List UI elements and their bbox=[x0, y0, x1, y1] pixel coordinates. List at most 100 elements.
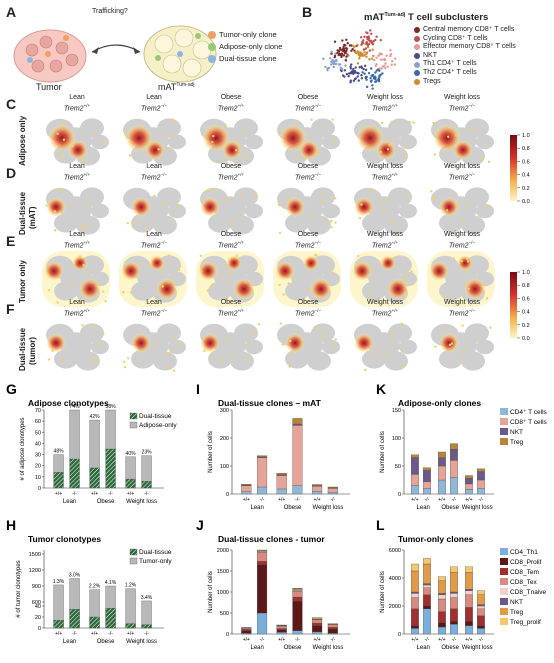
umap-point bbox=[485, 297, 489, 300]
umap-point bbox=[371, 189, 375, 192]
bar-segment bbox=[423, 481, 431, 489]
umap-background bbox=[208, 213, 232, 233]
umap-background bbox=[131, 213, 155, 233]
umap-point bbox=[333, 40, 337, 43]
bar-segment bbox=[438, 580, 446, 594]
umap-col-label: Obese Trem2+/+ bbox=[196, 94, 266, 113]
umap-point bbox=[350, 72, 353, 75]
umap-point bbox=[430, 190, 433, 193]
umap-density-hotspot bbox=[145, 140, 165, 160]
umap-point bbox=[374, 80, 377, 83]
bar-segment bbox=[141, 455, 152, 482]
bar-segment bbox=[450, 591, 458, 594]
x-tick-label: +/+ bbox=[243, 637, 250, 643]
legend-label: NKT bbox=[510, 599, 523, 606]
umap-point bbox=[464, 284, 467, 287]
bar-segment bbox=[411, 474, 419, 486]
umap-point bbox=[343, 75, 346, 78]
panel-k-title: Adipose-only clones bbox=[398, 398, 481, 408]
umap-point bbox=[316, 326, 320, 330]
umap-background bbox=[311, 187, 335, 207]
umap-genotype: Trem2+/+ bbox=[371, 308, 399, 318]
umap-point bbox=[391, 60, 394, 63]
umap-point bbox=[349, 65, 352, 68]
panel-letter-h: H bbox=[6, 517, 16, 533]
legend-label: CD8⁺ T cells bbox=[510, 419, 548, 426]
bar-segment bbox=[53, 454, 64, 473]
colorbar-top: 1.0 0.8 0.6 0.4 0.2 0.0 bbox=[510, 133, 530, 205]
bar-segment bbox=[53, 472, 64, 489]
umap-density-plot bbox=[427, 251, 495, 307]
bar-data-label: 4.1% bbox=[105, 580, 117, 586]
umap-condition: Obese bbox=[297, 94, 319, 101]
umap-point bbox=[357, 254, 360, 258]
bar-segment bbox=[477, 604, 485, 607]
bar-segment bbox=[450, 572, 458, 593]
umap-point bbox=[400, 322, 404, 325]
umap-point bbox=[377, 346, 380, 350]
umap-point bbox=[123, 365, 127, 369]
bar-segment bbox=[141, 624, 152, 629]
umap-point bbox=[210, 285, 214, 288]
umap-density-hotspot bbox=[46, 333, 66, 353]
umap-genotype: Trem2−/− bbox=[140, 240, 168, 250]
umap-point bbox=[88, 201, 91, 205]
umap-condition: Obese bbox=[297, 163, 319, 170]
umap-point bbox=[386, 65, 389, 68]
bar-segment bbox=[423, 488, 431, 495]
umap-point bbox=[163, 202, 167, 205]
umap-point bbox=[390, 63, 393, 66]
legend-swatch bbox=[500, 608, 508, 615]
x-tick-label: +/+ bbox=[91, 491, 98, 497]
umap-point bbox=[344, 44, 347, 47]
umap-density-hotspot bbox=[79, 278, 101, 300]
trafficking-arrow bbox=[91, 44, 141, 53]
umap-background bbox=[388, 118, 412, 138]
bar-segment bbox=[477, 608, 485, 616]
umap-point bbox=[288, 339, 292, 343]
bar-segment bbox=[465, 478, 473, 485]
umap-background bbox=[245, 134, 263, 150]
panel-letter-f: F bbox=[6, 301, 15, 317]
umap-density-hotspot bbox=[200, 333, 220, 353]
umap-point bbox=[213, 190, 216, 193]
umap-point bbox=[360, 43, 363, 46]
legend-swatch bbox=[500, 618, 508, 625]
umap-point bbox=[122, 360, 126, 364]
umap-point bbox=[93, 325, 97, 328]
bar-data-label: 1.2% bbox=[125, 583, 137, 589]
x-group-label: Weight loss bbox=[126, 499, 157, 505]
bar-segment bbox=[477, 488, 485, 495]
bar-segment bbox=[327, 488, 338, 493]
umap-density-plot bbox=[45, 187, 109, 235]
umap-col-label: Lean Trem2−/− bbox=[119, 94, 189, 113]
umap-point bbox=[378, 75, 381, 78]
umap-point bbox=[373, 353, 376, 357]
x-tick-label: -/- bbox=[260, 497, 265, 503]
umap-row-label: Tumor only bbox=[18, 260, 27, 303]
x-group-label: Weight loss bbox=[462, 645, 493, 651]
umap-point bbox=[382, 210, 386, 213]
bar-segment bbox=[276, 475, 287, 490]
y-tick-label: 900 bbox=[32, 584, 41, 590]
y-tick-label: 40 bbox=[35, 441, 41, 447]
umap-point bbox=[212, 134, 215, 138]
bar-segment bbox=[438, 594, 446, 600]
umap-point bbox=[480, 157, 483, 160]
umap-point bbox=[371, 84, 374, 87]
bar-segment bbox=[327, 492, 338, 495]
umap-point bbox=[344, 59, 348, 62]
bar-data-label: 1.3% bbox=[53, 579, 65, 585]
bar-segment bbox=[450, 449, 458, 461]
legend-swatch bbox=[500, 578, 508, 585]
umap-point bbox=[402, 277, 405, 281]
bar-segment bbox=[312, 619, 323, 624]
umap-point bbox=[243, 130, 246, 133]
umap-point bbox=[280, 131, 283, 135]
x-group-label: Lean bbox=[417, 645, 430, 651]
legend-swatch bbox=[129, 548, 138, 556]
umap-point bbox=[45, 204, 48, 207]
umap-point bbox=[175, 204, 179, 207]
trafficking-label: Trafficking? bbox=[92, 8, 128, 15]
bar-segment bbox=[438, 611, 446, 623]
